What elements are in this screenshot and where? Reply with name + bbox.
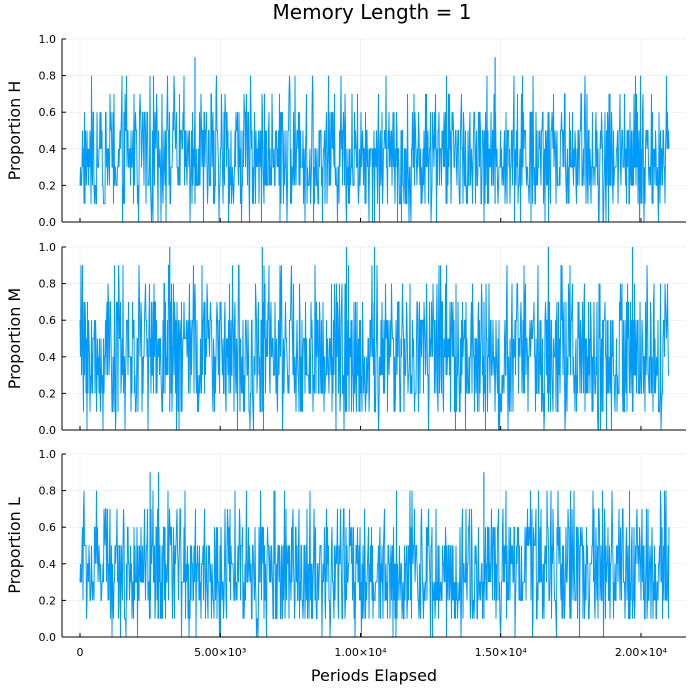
chart-panel-3: 0.0 0.2 0.4 0.6 0.8 1.0 0 5.00×10³ 1.00×10⁴ 1.50×… [5, 448, 686, 685]
y-tick-label: 1.0 [39, 448, 57, 461]
y-tick-label: 0.8 [39, 70, 57, 83]
y-axis-label: Proportion L [5, 497, 24, 594]
x-tick-label: 2.00×10⁴ [615, 646, 668, 659]
y-tick-label: 0.0 [39, 216, 57, 229]
y-tick-label: 0.8 [39, 485, 57, 498]
chart-panel-2: 0.0 0.2 0.4 0.6 0.8 1.0 Proportion M [5, 241, 686, 437]
y-axis-label: Proportion H [5, 81, 24, 181]
y-tick-label: 0.4 [39, 558, 57, 571]
y-tick-label: 0.4 [39, 351, 57, 364]
y-tick-label: 0.6 [39, 106, 57, 119]
y-tick-label: 0.8 [39, 278, 57, 291]
x-tick-label: 1.00×10⁴ [334, 646, 387, 659]
y-tick-label: 1.0 [39, 33, 57, 46]
y-axis-label: Proportion M [5, 288, 24, 389]
x-axis-label: Periods Elapsed [311, 666, 437, 685]
chart-panel-1: 0.0 0.2 0.4 0.6 0.8 1.0 Proportion H [5, 33, 686, 229]
y-tick-label: 0.0 [39, 631, 57, 644]
y-tick-label: 0.2 [39, 594, 57, 607]
x-tick-label: 1.50×10⁴ [475, 646, 528, 659]
y-tick-label: 0.6 [39, 521, 57, 534]
y-tick-label: 0.2 [39, 387, 57, 400]
chart-title: Memory Length = 1 [273, 0, 472, 24]
y-tick-label: 1.0 [39, 241, 57, 254]
x-tick-label: 5.00×10³ [194, 646, 246, 659]
y-tick-label: 0.4 [39, 143, 57, 156]
series-line [79, 490, 670, 638]
x-tick-label: 0 [77, 646, 84, 659]
y-tick-label: 0.0 [39, 424, 57, 437]
y-tick-label: 0.6 [39, 314, 57, 327]
y-tick-label: 0.2 [39, 179, 57, 192]
